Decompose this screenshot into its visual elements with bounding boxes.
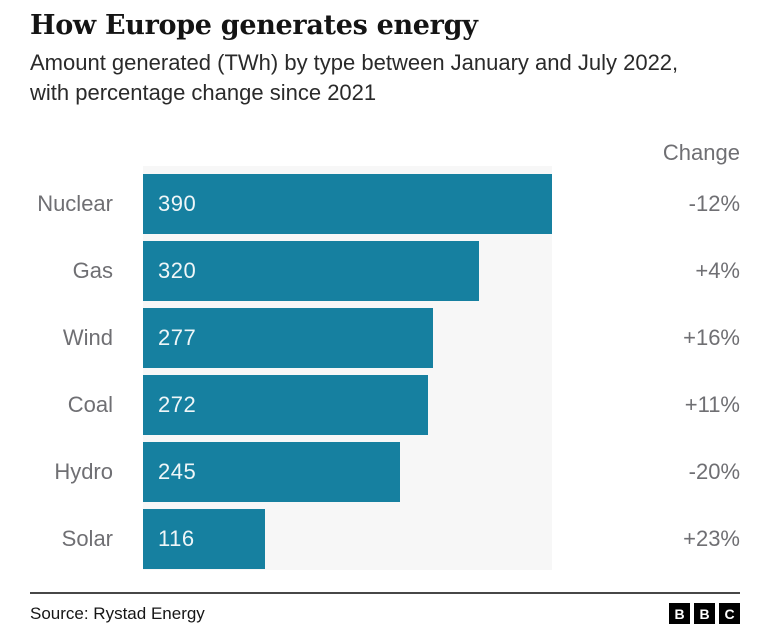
change-value: +4% bbox=[695, 258, 740, 283]
bar: 390 bbox=[143, 174, 552, 234]
bar: 245 bbox=[143, 442, 400, 502]
bbc-logo-block: B bbox=[694, 603, 715, 624]
bar-row: Nuclear 390 -12% bbox=[30, 174, 740, 234]
bar: 320 bbox=[143, 241, 479, 301]
category-label: Hydro bbox=[54, 459, 113, 484]
bar-value-label: 245 bbox=[158, 459, 197, 484]
bar-value-label: 116 bbox=[158, 526, 195, 551]
change-value: +23% bbox=[683, 526, 740, 551]
category-label: Gas bbox=[72, 258, 113, 283]
chart-title: How Europe generates energy bbox=[30, 10, 478, 41]
bar-track: 390 bbox=[143, 174, 552, 234]
bar-value-label: 277 bbox=[158, 325, 197, 350]
bar: 277 bbox=[143, 308, 434, 368]
change-value: -20% bbox=[688, 459, 740, 484]
bar-track: 116 bbox=[143, 509, 552, 569]
category-label: Solar bbox=[61, 526, 113, 551]
change-value: -12% bbox=[688, 191, 740, 216]
change-value: +16% bbox=[683, 325, 740, 350]
bar-value-label: 320 bbox=[158, 258, 197, 283]
chart-subtitle: Amount generated (TWh) by type between J… bbox=[30, 50, 679, 105]
bbc-logo-block: B bbox=[669, 603, 690, 624]
source-label: Source: Rystad Energy bbox=[30, 603, 205, 623]
change-column-header: Change bbox=[662, 140, 740, 165]
bar-row: Hydro 245 -20% bbox=[30, 442, 740, 502]
bar-track: 245 bbox=[143, 442, 552, 502]
change-value: +11% bbox=[684, 392, 740, 417]
bbc-logo-block: C bbox=[719, 603, 740, 624]
category-label: Coal bbox=[67, 392, 113, 417]
bar-track: 272 bbox=[143, 375, 552, 435]
bar-track: 320 bbox=[143, 241, 552, 301]
bar-value-label: 272 bbox=[158, 392, 197, 417]
bar-row: Solar 116 +23% bbox=[30, 509, 740, 569]
bar-row: Gas 320 +4% bbox=[30, 241, 740, 301]
bar-row: Coal 272 +11% bbox=[30, 375, 740, 435]
category-label: Wind bbox=[62, 325, 113, 350]
bar-chart: Nuclear 390 -12% Gas 320 +4% Wind 277 +16% Coal 27… bbox=[30, 166, 740, 570]
bar-value-label: 390 bbox=[158, 191, 197, 216]
bar-row: Wind 277 +16% bbox=[30, 308, 740, 368]
bar-track: 277 bbox=[143, 308, 552, 368]
bar: 116 bbox=[143, 509, 265, 569]
category-label: Nuclear bbox=[37, 191, 113, 216]
bar: 272 bbox=[143, 375, 429, 435]
